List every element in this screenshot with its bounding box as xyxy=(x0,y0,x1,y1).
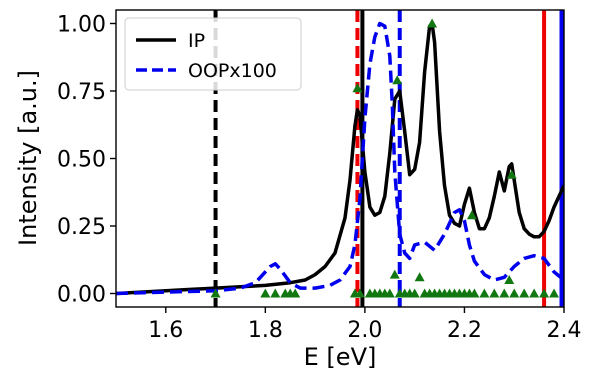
data-marker xyxy=(354,288,365,298)
y-tick-label: 0.50 xyxy=(57,148,106,173)
data-marker xyxy=(549,288,560,298)
data-marker xyxy=(506,169,517,179)
data-marker xyxy=(504,275,515,284)
data-marker xyxy=(519,288,530,298)
y-tick-label: 0.75 xyxy=(57,80,106,105)
data-marker xyxy=(489,288,500,298)
legend: IP OOPx100 xyxy=(124,17,302,91)
series-layer xyxy=(116,21,564,296)
y-axis-label: Intensity [a.u.] xyxy=(14,70,42,246)
data-marker xyxy=(539,288,550,298)
x-tick-label: 2.0 xyxy=(347,318,382,343)
data-marker xyxy=(466,210,477,220)
data-marker xyxy=(479,288,490,298)
data-marker xyxy=(427,18,438,28)
data-marker xyxy=(409,288,420,298)
y-tick-label: 1.00 xyxy=(57,13,106,38)
series-line-ip xyxy=(116,21,564,296)
data-marker xyxy=(389,269,400,279)
y-axis-ticks: 0.00 0.25 0.50 0.75 1.00 xyxy=(57,13,116,308)
x-tick-label: 2.4 xyxy=(547,318,582,343)
x-tick-label: 1.8 xyxy=(248,318,283,343)
data-marker xyxy=(290,288,301,298)
data-marker xyxy=(210,288,221,298)
legend-label-oop: OOPx100 xyxy=(188,60,277,82)
legend-box xyxy=(124,17,302,91)
y-tick-label: 0.25 xyxy=(57,215,106,240)
y-tick-label: 0.00 xyxy=(57,283,106,308)
legend-label-ip: IP xyxy=(188,30,205,52)
data-marker xyxy=(270,288,281,298)
x-tick-label: 1.6 xyxy=(148,318,183,343)
x-axis-ticks: 1.6 1.8 2.0 2.2 2.4 xyxy=(148,307,582,343)
data-marker xyxy=(260,288,271,298)
data-marker xyxy=(499,288,510,298)
marker-layer xyxy=(210,18,560,298)
data-marker xyxy=(529,288,540,298)
data-marker xyxy=(509,288,520,298)
data-marker xyxy=(469,288,480,298)
series-line-oopx100 xyxy=(116,21,564,296)
data-marker xyxy=(384,288,395,298)
x-axis-label: E [eV] xyxy=(304,343,377,371)
x-tick-label: 2.2 xyxy=(447,318,482,343)
data-marker xyxy=(352,83,363,93)
data-marker xyxy=(414,272,425,282)
data-marker xyxy=(392,75,403,85)
